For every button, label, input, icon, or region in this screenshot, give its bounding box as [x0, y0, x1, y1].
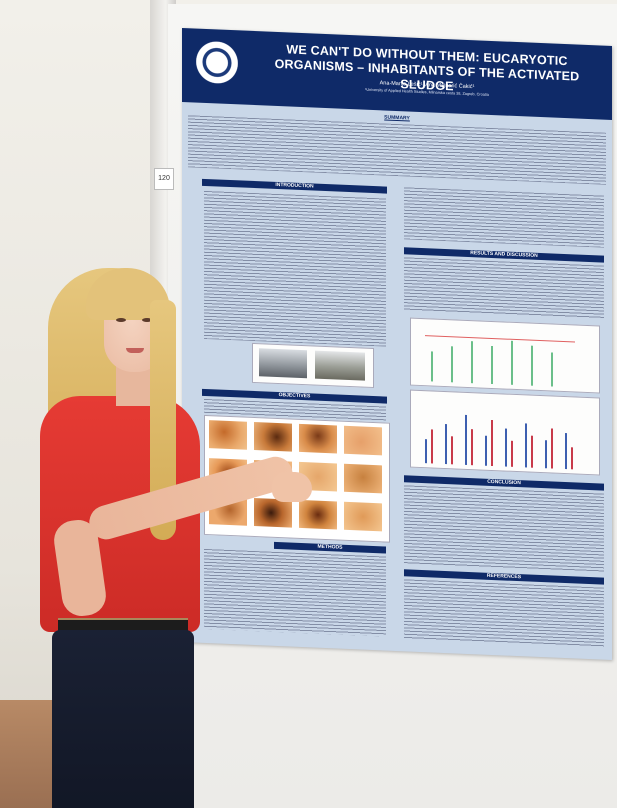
pointing-hand [272, 472, 312, 502]
belt [58, 618, 188, 632]
right-eye [142, 318, 152, 322]
left-eye [116, 318, 126, 322]
smile [126, 348, 144, 353]
board-number: 120 [154, 168, 174, 190]
dark-trousers [52, 630, 194, 808]
neck [116, 366, 154, 406]
